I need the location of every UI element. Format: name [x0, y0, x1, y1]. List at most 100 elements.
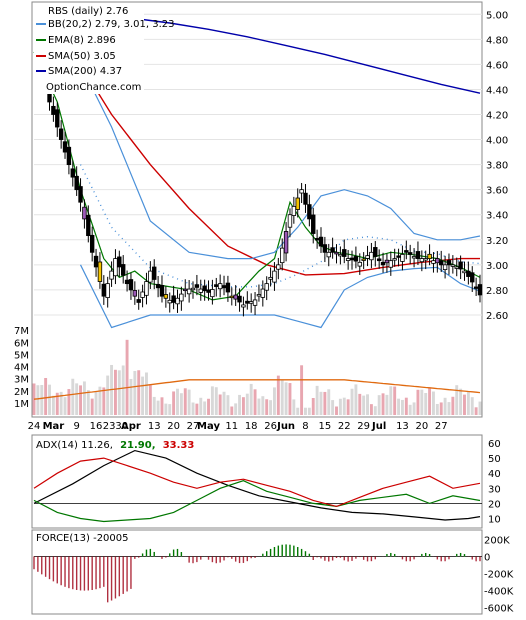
volume-bar — [176, 388, 179, 415]
force-tick-label: -200K — [484, 570, 514, 581]
candle — [311, 207, 316, 244]
volume-bar — [129, 378, 133, 415]
candle-body — [357, 261, 362, 267]
volume-bar — [470, 397, 474, 415]
candle — [152, 259, 157, 290]
legend-entry: BB(20,2) 2.79, 3.01, 3.23 — [36, 19, 174, 30]
volume-bar — [272, 387, 276, 415]
volume-bar — [400, 399, 404, 415]
volume-bar — [82, 381, 86, 415]
price-tick-label: 2.80 — [486, 286, 508, 297]
date-tick-label: 16 — [90, 421, 103, 432]
candle-body — [435, 258, 440, 264]
force-bars — [33, 544, 482, 603]
candle — [82, 199, 87, 229]
volume-bar — [245, 393, 249, 415]
candle — [86, 205, 91, 243]
price-tick-label: 4.00 — [486, 136, 508, 147]
date-tick-label: 13 — [148, 421, 161, 432]
volume-bar — [172, 391, 176, 415]
adx-title-adx: ADX(14) 11.26, — [36, 440, 113, 451]
candle — [446, 253, 452, 275]
legend-entry: SMA(50) 3.05 — [36, 51, 116, 62]
candle — [280, 238, 285, 271]
candle-body — [97, 261, 103, 282]
volume-bar — [408, 404, 412, 415]
volume-bar — [191, 402, 195, 415]
volume-bar — [148, 385, 152, 415]
candle-body — [470, 272, 475, 283]
volume-bar — [179, 393, 183, 415]
candle-body — [183, 288, 188, 292]
candle — [93, 248, 99, 277]
candle-body — [148, 270, 153, 283]
candle-body — [206, 289, 211, 293]
watermark: OptionChance.com — [46, 82, 141, 93]
candle — [442, 255, 448, 279]
volume-bar — [300, 365, 304, 415]
candle-body — [113, 258, 118, 277]
candle-body — [256, 294, 262, 297]
candle-body — [152, 266, 157, 280]
volume-bar — [443, 397, 447, 415]
volume-bar — [474, 407, 478, 415]
volume-tick-label: 6M — [14, 338, 29, 349]
candle — [295, 188, 300, 218]
candle-body — [210, 289, 215, 298]
volume-bar — [276, 375, 280, 415]
candle — [237, 288, 242, 312]
volume-bar — [447, 402, 451, 415]
candle — [450, 255, 456, 274]
adx-title-plus-di: 21.90, — [120, 440, 155, 451]
candle-body — [66, 146, 72, 166]
volume-bar — [214, 387, 218, 415]
candle-body — [198, 288, 203, 293]
candle-body — [248, 301, 254, 304]
candle-body — [299, 189, 304, 194]
volume-bar — [234, 403, 238, 415]
volume-bar — [385, 394, 389, 415]
date-tick-label: 2330 — [103, 421, 128, 432]
volume-bar — [187, 389, 191, 415]
candle-body — [190, 287, 196, 291]
volume-bar — [102, 387, 106, 415]
price-tick-label: 2.60 — [486, 311, 508, 322]
legend-entry: SMA(200) 4.37 — [36, 66, 122, 77]
candle — [291, 196, 297, 224]
candle-body — [400, 254, 405, 262]
candles — [47, 79, 483, 317]
volume-bar — [257, 398, 261, 415]
volume-bar — [269, 400, 273, 415]
volume-average-line — [33, 379, 481, 400]
candle — [470, 266, 475, 292]
candle-body — [186, 288, 192, 295]
candle — [225, 275, 231, 302]
volume-bar — [145, 372, 148, 415]
volume-bar — [125, 339, 129, 415]
volume-tick-label: 5M — [14, 350, 29, 361]
volume-bar — [323, 391, 327, 415]
date-tick-label: 15 — [319, 421, 332, 432]
candle — [58, 120, 64, 149]
candle — [388, 251, 393, 276]
adx-tick-label: 10 — [488, 514, 501, 525]
candle — [159, 275, 165, 303]
candle — [128, 272, 134, 300]
candle-body — [373, 247, 378, 257]
candle-body — [237, 295, 242, 303]
candle — [136, 289, 141, 310]
volume-bar — [346, 399, 350, 415]
price-tick-label: 3.80 — [486, 161, 508, 172]
adx-title-minus-di: 33.33 — [163, 440, 195, 451]
volume-bar — [404, 397, 408, 415]
candle-body — [322, 244, 328, 253]
volume-bar — [420, 389, 424, 415]
candle-body — [283, 231, 289, 254]
candle-body — [217, 283, 223, 290]
volume-bar — [319, 391, 323, 415]
date-tick-label: May — [197, 421, 220, 432]
candle-body — [179, 293, 184, 302]
volume-tick-label: 1M — [14, 399, 29, 410]
price-axis: 5.00 4.80 4.60 4.40 4.20 4.00 3.80 3.60 3.40 3.20… — [486, 10, 508, 322]
